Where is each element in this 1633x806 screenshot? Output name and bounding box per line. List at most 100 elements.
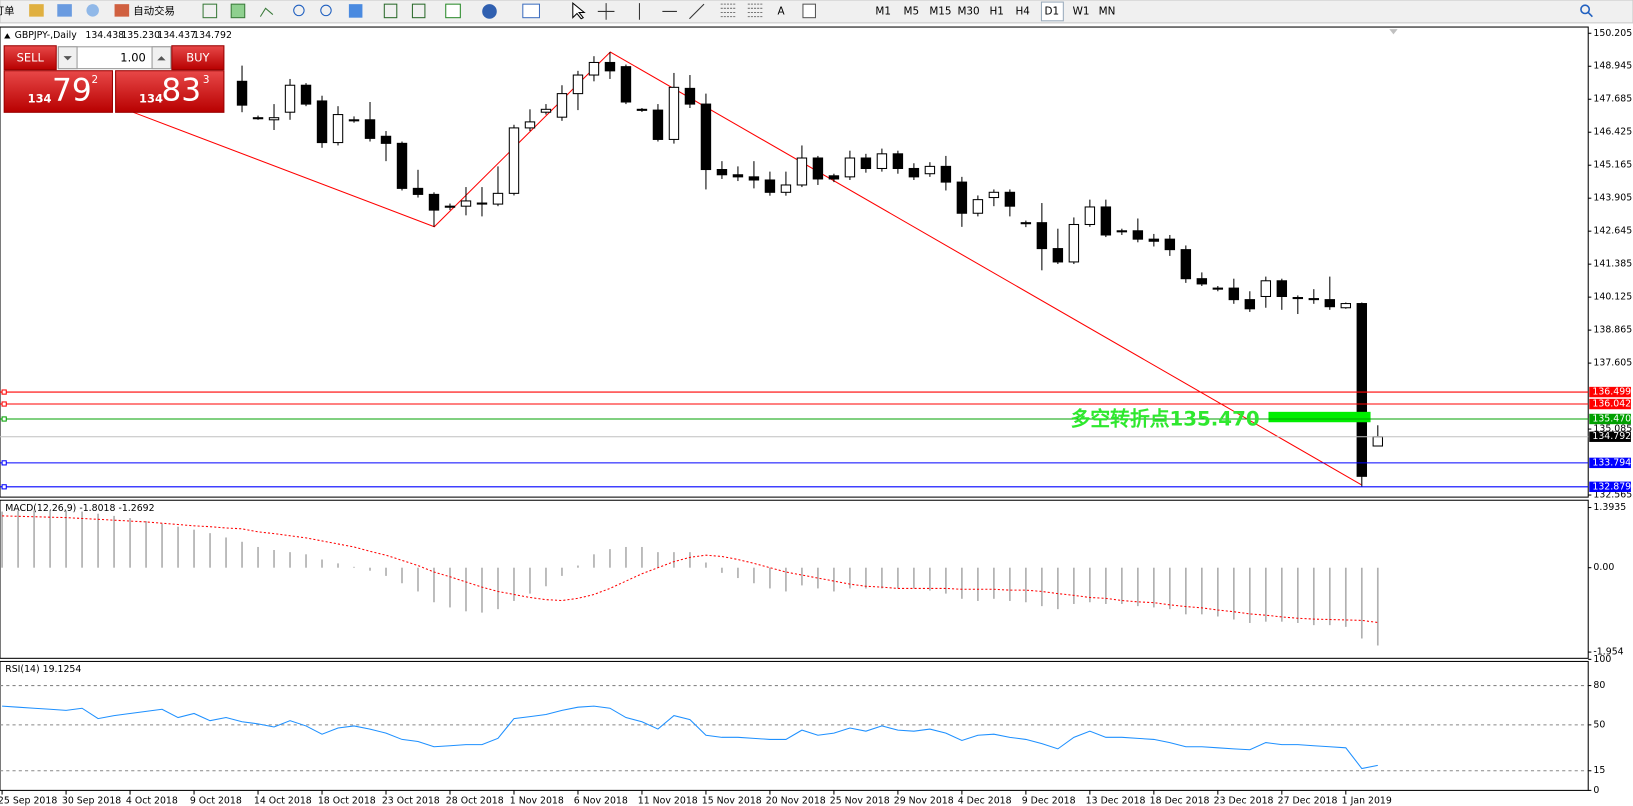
collapse-arrow[interactable] <box>4 33 11 39</box>
search-icon[interactable] <box>1580 4 1591 15</box>
buy-button[interactable] <box>171 45 225 71</box>
y-tick-label: 80 <box>1593 680 1605 691</box>
x-tick-label: 23 Oct 2018 <box>382 795 440 806</box>
x-tick-label: 1 Jan 2019 <box>1342 795 1392 806</box>
toolbar-item[interactable]: 自动交易 <box>133 4 175 17</box>
timeframe-button[interactable]: M15 <box>929 5 951 17</box>
candle-body <box>1084 206 1096 226</box>
volume-value[interactable]: 1.00 <box>120 51 145 65</box>
icon[interactable] <box>320 4 332 17</box>
icon[interactable] <box>383 3 398 19</box>
toolbar-item[interactable]: 订单 <box>0 5 15 17</box>
level-label-bg <box>1589 457 1631 469</box>
icon[interactable] <box>293 4 305 17</box>
candle-body <box>476 202 488 205</box>
candle-body <box>876 153 888 170</box>
candle-body <box>1228 287 1240 301</box>
indicator-title: MACD(12,26,9) -1.8018 -1.2692 <box>5 503 154 514</box>
level-label-bg <box>1589 398 1631 410</box>
timeframe-button[interactable]: W1 <box>1073 5 1090 17</box>
icon[interactable] <box>411 3 426 19</box>
y-tick-label: 135.085 <box>1593 424 1632 435</box>
x-tick-label: 14 Oct 2018 <box>254 795 312 806</box>
bid-pips: 79 <box>52 73 92 109</box>
line-handle <box>1 416 7 422</box>
candle-body <box>1052 248 1064 263</box>
candle-body <box>956 181 968 214</box>
search-icon[interactable] <box>1587 11 1593 18</box>
x-tick-label: 15 Nov 2018 <box>702 795 762 806</box>
x-tick-label: 20 Nov 2018 <box>766 795 826 806</box>
candle-body <box>716 169 728 176</box>
icon[interactable] <box>202 3 218 19</box>
buy-label[interactable]: BUY <box>186 51 210 65</box>
candle-body <box>908 167 920 178</box>
timeframe-button[interactable]: D1 <box>1045 5 1060 17</box>
candle-body <box>1292 297 1304 300</box>
icon[interactable] <box>482 4 497 19</box>
y-tick-label: 141.385 <box>1593 259 1632 270</box>
candle-body <box>268 117 280 121</box>
icon[interactable] <box>597 3 615 20</box>
level-label-bg <box>1589 413 1631 425</box>
icon[interactable] <box>638 3 705 20</box>
line-handle <box>1 401 7 407</box>
candle-body <box>988 191 1000 199</box>
sell-button[interactable] <box>3 45 57 71</box>
y-tick-label: -1.954 <box>1593 647 1623 658</box>
bid-box[interactable] <box>3 70 113 113</box>
ask-pips: 83 <box>161 73 201 109</box>
y-tick-label: 138.865 <box>1593 325 1632 336</box>
annotation: 多空转折点135.470 <box>1071 408 1260 431</box>
candle-body <box>1340 303 1352 309</box>
candle-body <box>300 84 312 105</box>
y-tick-label: 145.165 <box>1593 160 1632 171</box>
icon[interactable] <box>348 4 363 18</box>
timeframe-button[interactable]: MN <box>1099 5 1116 17</box>
sell-label[interactable]: SELL <box>17 51 45 65</box>
icon[interactable] <box>57 4 72 17</box>
x-tick-label: 4 Oct 2018 <box>126 795 178 806</box>
main-plot: GBPJPY-,Daily 134.438135.230134.437134.79… <box>15 30 1384 487</box>
y-tick-label: 0 <box>1593 785 1599 796</box>
x-tick-label: 13 Dec 2018 <box>1086 795 1146 806</box>
candle-body <box>1004 191 1016 207</box>
y-tick-label: 132.565 <box>1593 490 1632 501</box>
timeframe-button[interactable]: M1 <box>875 5 891 17</box>
candle-body <box>284 84 296 113</box>
timeframe-button[interactable]: M30 <box>957 5 979 17</box>
text-tool[interactable]: A <box>778 5 786 17</box>
ohlc-info: 134.438 <box>85 30 124 41</box>
icon[interactable] <box>522 3 540 19</box>
icon[interactable] <box>572 2 586 20</box>
x-tick-label: 6 Nov 2018 <box>574 795 628 806</box>
x-tick-label: 4 Dec 2018 <box>958 795 1012 806</box>
candle-body <box>1100 206 1112 236</box>
ask-box[interactable] <box>115 70 225 113</box>
timeframe-button[interactable]: H1 <box>989 5 1003 17</box>
candle-body <box>732 174 744 178</box>
candle-body <box>1308 298 1320 301</box>
y-tick-label: 0.00 <box>1593 562 1614 573</box>
icon[interactable] <box>259 7 274 17</box>
icon[interactable] <box>802 3 816 19</box>
icon[interactable] <box>29 4 44 17</box>
candle-body <box>1020 222 1032 225</box>
indicator-title: RSI(14) 19.1254 <box>5 664 81 675</box>
level-label-bg <box>1589 386 1631 398</box>
timeframe-button[interactable]: M5 <box>903 5 919 17</box>
timeframe-button[interactable]: H4 <box>1015 5 1030 17</box>
price-label: 134.792 <box>1592 431 1631 442</box>
axes: 150.205 148.945 147.685 146.425 145.165 143.9… <box>0 28 1632 806</box>
icon[interactable] <box>230 3 246 19</box>
zigzag-line <box>133 51 1362 486</box>
candle-body <box>1372 436 1384 447</box>
candle-body <box>828 175 840 180</box>
icon[interactable] <box>445 3 461 19</box>
candle-body <box>1212 287 1224 290</box>
icon[interactable] <box>114 4 130 17</box>
icon[interactable] <box>86 4 99 17</box>
icon[interactable] <box>720 3 763 18</box>
level-label: 136.042 <box>1592 399 1631 410</box>
